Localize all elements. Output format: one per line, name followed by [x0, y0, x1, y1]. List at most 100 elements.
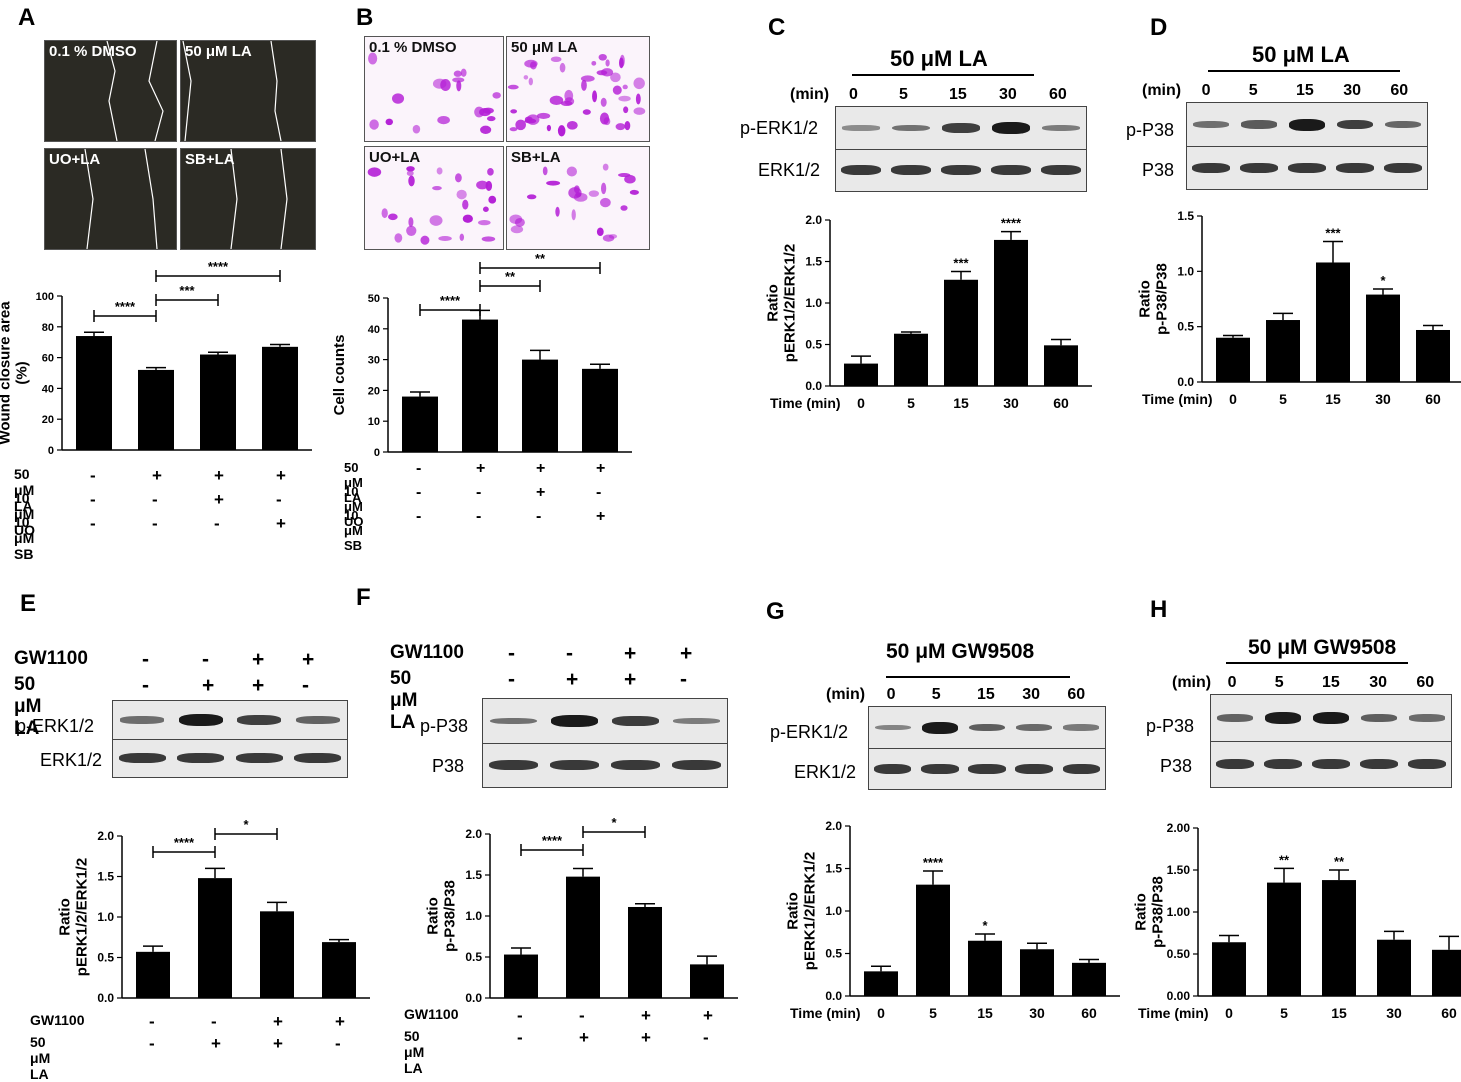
migrated-cell — [605, 59, 610, 67]
condition-sign: - — [152, 490, 158, 509]
migrated-cell — [546, 180, 561, 186]
y-axis-label: Ratio — [1133, 893, 1150, 931]
time-label: 60 — [1416, 674, 1435, 691]
x-tick-label: 5 — [907, 395, 915, 411]
migrated-cell — [406, 166, 415, 172]
time-label: 30 — [1343, 82, 1361, 99]
transwell-image-la: 50 μM LA — [506, 36, 650, 142]
time-label: 15 — [1296, 82, 1314, 99]
wound-edge-lines — [106, 41, 164, 141]
migrated-cell — [486, 116, 496, 122]
time-label: 0 — [1227, 674, 1237, 691]
time-label: 0 — [1201, 82, 1211, 99]
migrated-cell — [536, 112, 551, 119]
total-band — [1041, 165, 1081, 175]
wound-image-la: 50 μM LA — [180, 40, 316, 142]
phospho-band — [295, 716, 340, 724]
condition-sign: - — [476, 508, 482, 525]
total-band — [550, 760, 599, 770]
condition-sign: + — [214, 466, 224, 485]
migrated-cell — [571, 209, 576, 221]
migrated-cell — [600, 182, 607, 195]
x-axis-label: Time (min) — [1142, 391, 1213, 407]
y-tick-label: 1.0 — [825, 904, 842, 918]
wound-image-dmso: 0.1 % DMSO — [44, 40, 177, 142]
migrated-cell — [432, 186, 442, 191]
migrated-cell — [368, 52, 378, 65]
y-tick-label: 1.0 — [805, 296, 822, 310]
significance-mark: *** — [179, 283, 195, 298]
total-band — [841, 165, 881, 175]
y-tick-label: 0.5 — [1177, 320, 1194, 334]
transwell-image-uo-la: UO+LA — [364, 146, 504, 250]
title-underline — [852, 74, 1034, 76]
treatment-sign: - — [680, 668, 687, 691]
migrated-cell — [542, 166, 548, 176]
migrated-cell — [600, 97, 607, 107]
image-caption: 50 μM LA — [185, 43, 252, 60]
migrated-cell — [385, 118, 394, 126]
y-tick-label: 40 — [368, 324, 380, 336]
bar — [504, 954, 538, 998]
significance-mark: * — [243, 817, 249, 832]
time-label: 0 — [849, 86, 858, 103]
total-band — [611, 760, 660, 770]
condition-sign: - — [416, 508, 422, 525]
migrated-cell — [612, 85, 622, 95]
treatment-label: GW1100 — [390, 642, 464, 663]
panel-letter-g: G — [766, 598, 785, 625]
blot-label-phospho: p-ERK1/2 — [16, 716, 95, 736]
blot-label-phospho: p-ERK1/2 — [770, 722, 849, 742]
significance-mark: ** — [535, 251, 546, 266]
y-tick-label: 30 — [368, 355, 380, 367]
y-tick-label: 0.00 — [1167, 989, 1191, 1003]
migrated-cell — [485, 180, 493, 191]
cell-dots — [507, 53, 646, 137]
image-caption: UO+LA — [49, 151, 101, 168]
significance-mark: **** — [115, 299, 136, 314]
bar — [322, 942, 356, 998]
y-tick-label: 0 — [48, 445, 54, 457]
treatment-sign: + — [624, 642, 637, 665]
y-tick-label: 1.50 — [1167, 863, 1191, 877]
migrated-cell — [369, 119, 379, 130]
x-tick-label: 30 — [1375, 391, 1391, 407]
migrated-cell — [487, 168, 494, 176]
blot-label-phospho: p-ERK1/2 — [740, 118, 819, 138]
condition-sign: + — [596, 460, 606, 477]
migrated-cell — [456, 189, 467, 200]
migrated-cell — [560, 100, 573, 106]
blot-label-total: ERK1/2 — [758, 160, 821, 180]
bar — [260, 911, 294, 998]
time-label: 0 — [886, 686, 896, 703]
migrated-cell — [557, 125, 566, 137]
phospho-band — [942, 123, 980, 133]
time-labels: 0 5 15 30 60 — [832, 86, 1082, 106]
phospho-band — [842, 125, 880, 131]
treatment-label: 50 μM LA — [14, 674, 42, 739]
migrated-cell — [591, 60, 597, 66]
migrated-cell — [436, 167, 443, 175]
condition-sign: + — [641, 1006, 651, 1025]
blot-label-phospho: p-P38 — [1126, 120, 1175, 140]
y-axis-label: (%) — [14, 361, 31, 384]
total-band — [1215, 759, 1255, 769]
condition-sign: + — [476, 460, 486, 477]
bar — [864, 971, 898, 996]
condition-label: GW1100 — [404, 1006, 459, 1022]
y-tick-label: 0.0 — [825, 989, 842, 1003]
y-tick-label: 0.5 — [825, 947, 842, 961]
condition-label: 50 μM LA — [404, 1028, 425, 1076]
significance-mark: **** — [174, 835, 195, 850]
total-band — [1383, 162, 1423, 173]
y-tick-label: 0.5 — [465, 950, 482, 964]
treatment-sign: + — [252, 674, 265, 697]
bar — [1266, 320, 1300, 382]
panel-letter-h: H — [1150, 596, 1168, 623]
condition-label: GW1100 — [30, 1012, 85, 1028]
title-underline — [1208, 70, 1400, 72]
bar — [894, 333, 928, 386]
